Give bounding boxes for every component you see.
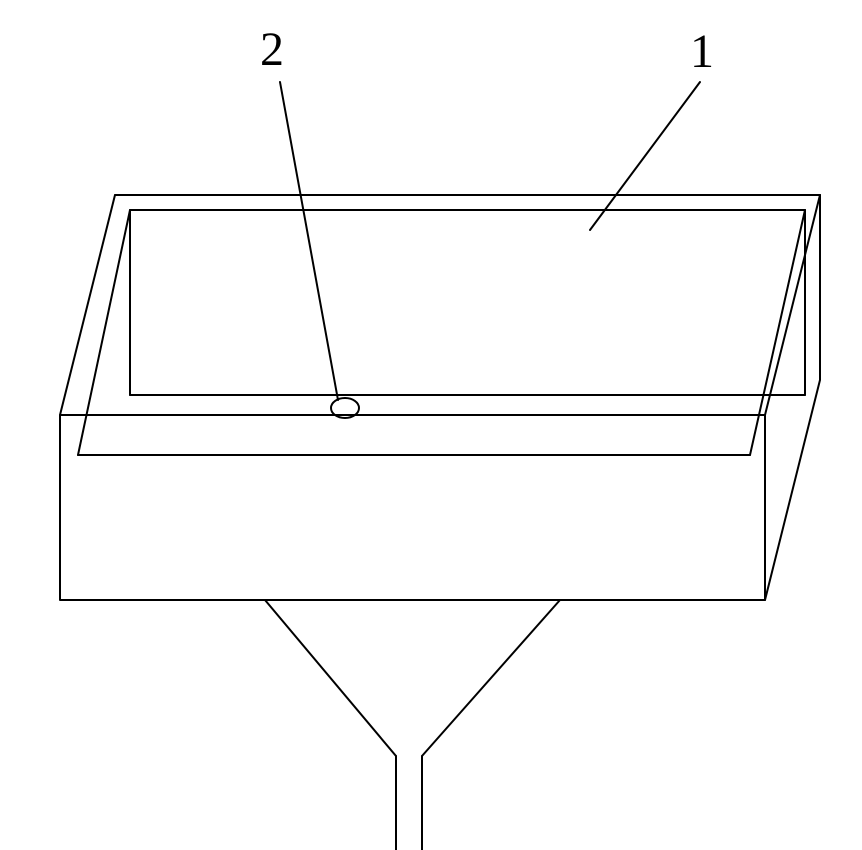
box-inner-right-edge <box>750 210 805 455</box>
leader-line-2 <box>280 82 338 400</box>
box-right-side-edge <box>765 195 820 600</box>
callout-label-2: 2 <box>260 22 284 77</box>
box-right-top-edge <box>765 195 820 415</box>
technical-drawing-svg <box>0 0 862 850</box>
funnel-right-slope <box>422 600 560 756</box>
diagram-container: 1 2 <box>0 0 862 850</box>
leader-line-1 <box>590 82 700 230</box>
funnel-left-slope <box>265 600 396 756</box>
box-front-face <box>60 415 765 600</box>
box-inner-left-edge <box>78 210 130 455</box>
box-left-top-edge <box>60 195 115 415</box>
callout-label-1: 1 <box>690 24 714 79</box>
